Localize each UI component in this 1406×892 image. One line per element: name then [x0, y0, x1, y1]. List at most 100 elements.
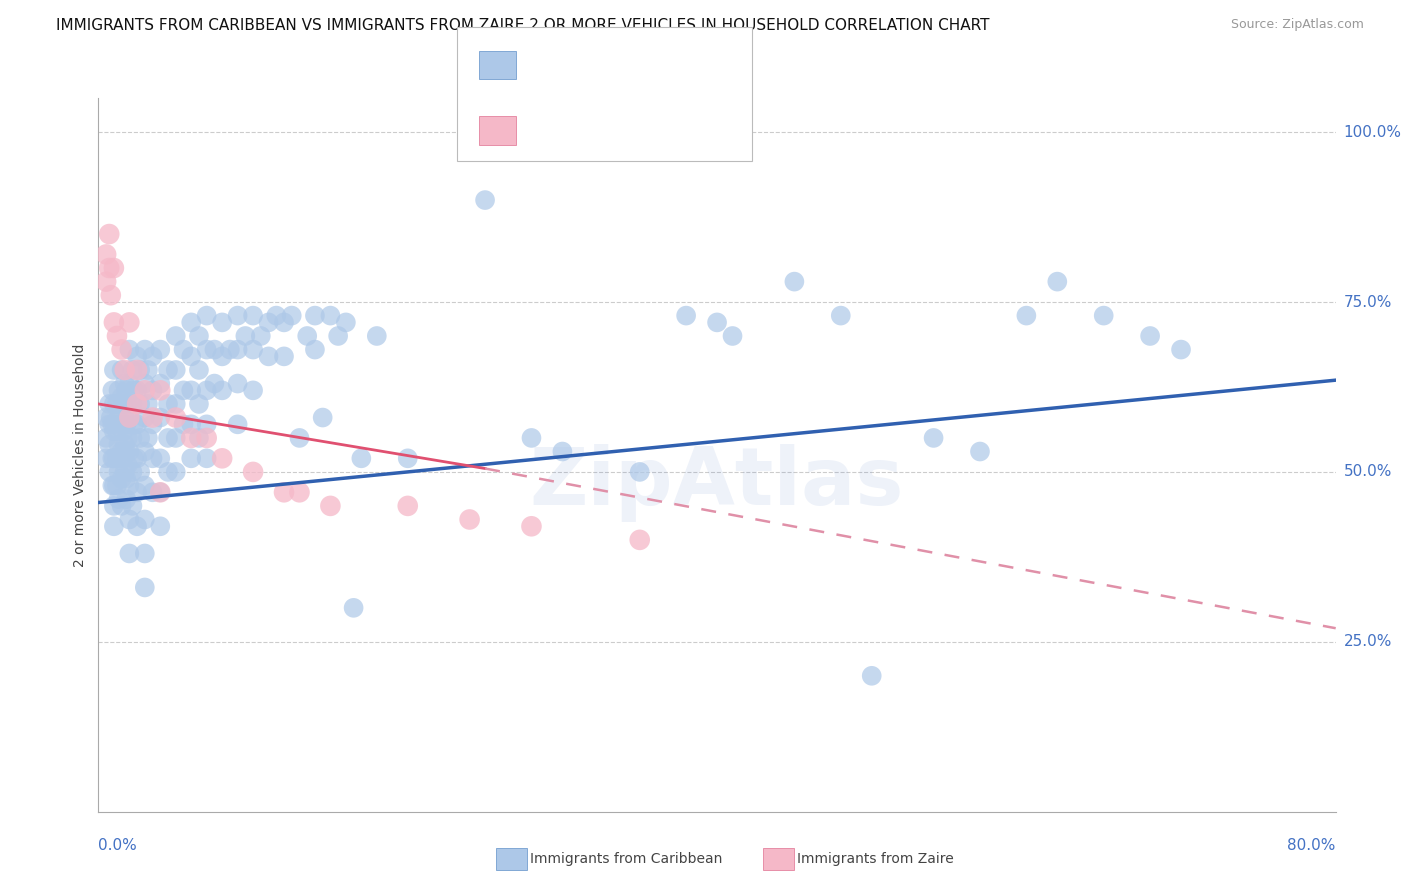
- Point: [115, 444, 138, 458]
- Point: [107, 492, 129, 507]
- Point: [157, 431, 180, 445]
- Point: [118, 315, 141, 329]
- Point: [112, 397, 135, 411]
- Point: [121, 431, 143, 445]
- Point: [172, 384, 194, 398]
- Point: [188, 431, 211, 445]
- Point: [783, 275, 806, 289]
- Point: [520, 519, 543, 533]
- Point: [149, 376, 172, 391]
- Point: [115, 492, 138, 507]
- Point: [675, 309, 697, 323]
- Point: [474, 193, 496, 207]
- Point: [319, 309, 342, 323]
- Point: [211, 384, 233, 398]
- Point: [118, 343, 141, 357]
- Point: [172, 343, 194, 357]
- Point: [188, 329, 211, 343]
- Point: [112, 424, 135, 438]
- Point: [149, 451, 172, 466]
- Point: [98, 438, 121, 452]
- Text: Immigrants from Zaire: Immigrants from Zaire: [797, 852, 953, 866]
- Point: [101, 417, 124, 432]
- Point: [343, 600, 366, 615]
- Point: [96, 410, 118, 425]
- Point: [134, 581, 156, 595]
- Point: [273, 350, 295, 364]
- Point: [211, 315, 233, 329]
- Point: [141, 410, 165, 425]
- Point: [115, 472, 138, 486]
- Point: [149, 519, 172, 533]
- Point: [100, 410, 122, 425]
- Point: [288, 431, 311, 445]
- Point: [226, 343, 249, 357]
- Point: [628, 533, 651, 547]
- Point: [257, 315, 280, 329]
- Point: [180, 431, 202, 445]
- Point: [111, 444, 132, 458]
- Point: [96, 275, 118, 289]
- Point: [706, 315, 728, 329]
- Point: [149, 343, 172, 357]
- Point: [1139, 329, 1161, 343]
- Point: [180, 417, 202, 432]
- Point: [165, 363, 187, 377]
- Point: [101, 384, 124, 398]
- Point: [118, 376, 141, 391]
- Point: [165, 410, 187, 425]
- Text: 0.0%: 0.0%: [98, 838, 138, 854]
- Point: [165, 397, 187, 411]
- Point: [242, 465, 264, 479]
- Point: [141, 384, 165, 398]
- Point: [114, 410, 136, 425]
- Point: [118, 512, 141, 526]
- Point: [122, 417, 145, 432]
- Point: [98, 417, 121, 432]
- Point: [288, 485, 311, 500]
- Point: [281, 309, 304, 323]
- Point: [1170, 343, 1192, 357]
- Point: [105, 451, 128, 466]
- Point: [458, 512, 481, 526]
- Point: [830, 309, 852, 323]
- Point: [129, 465, 152, 479]
- Point: [180, 350, 202, 364]
- Point: [242, 343, 264, 357]
- Point: [211, 350, 233, 364]
- Point: [103, 451, 125, 466]
- Point: [141, 485, 165, 500]
- Point: [250, 329, 273, 343]
- Point: [136, 363, 159, 377]
- Point: [195, 309, 218, 323]
- Point: [922, 431, 945, 445]
- Point: [195, 417, 218, 432]
- Point: [149, 485, 172, 500]
- Point: [118, 410, 141, 425]
- Point: [188, 397, 211, 411]
- Point: [115, 417, 138, 432]
- Point: [136, 397, 159, 411]
- Point: [165, 431, 187, 445]
- Point: [195, 384, 218, 398]
- Point: [101, 478, 124, 492]
- Point: [103, 315, 125, 329]
- Point: [134, 384, 156, 398]
- Point: [101, 451, 124, 466]
- Point: [103, 424, 125, 438]
- Point: [105, 478, 128, 492]
- Point: [180, 315, 202, 329]
- Point: [114, 438, 136, 452]
- Point: [103, 363, 125, 377]
- Point: [129, 397, 152, 411]
- Point: [204, 343, 226, 357]
- Point: [180, 451, 202, 466]
- Point: [1092, 309, 1115, 323]
- Text: R =  0.293: R = 0.293: [520, 58, 616, 72]
- Point: [172, 417, 194, 432]
- Point: [127, 451, 149, 466]
- Text: N = 148: N = 148: [640, 56, 710, 74]
- Point: [721, 329, 744, 343]
- Point: [121, 363, 143, 377]
- Point: [122, 451, 145, 466]
